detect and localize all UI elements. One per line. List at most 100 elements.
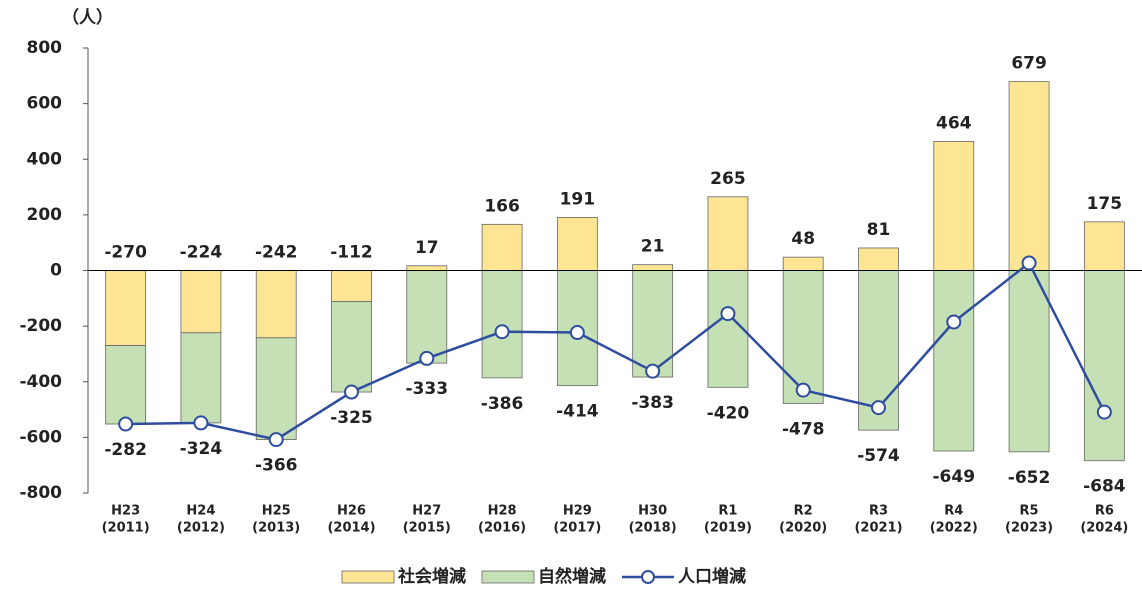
x-tick-label: (2021) [854,521,902,536]
y-unit: （人） [62,7,113,28]
y-tick-label: -200 [19,316,62,336]
x-tick-label: R1 [718,504,737,519]
data-label: -324 [180,439,223,459]
legend-label: 自然増減 [538,566,606,586]
bar [933,270,975,452]
data-label: 679 [1011,54,1047,74]
x-tick-label: (2024) [1080,521,1128,536]
x-tick-label: R2 [794,504,813,519]
data-label: -224 [180,243,223,263]
line-point [946,314,962,330]
bar [933,141,975,271]
line-point [1096,404,1112,420]
data-label: 81 [867,220,891,240]
data-label: -574 [857,446,900,466]
data-label: -325 [330,408,373,428]
x-tick-label: (2019) [704,521,752,536]
bar [331,301,372,393]
line-point [795,382,811,398]
legend-swatch [641,570,655,584]
line-point [720,306,736,322]
line-point [268,432,284,448]
bar [481,223,523,271]
data-label: 17 [415,238,439,258]
x-tick-label: (2017) [553,521,601,536]
x-tick-label: (2016) [478,521,526,536]
line-point [494,324,510,340]
bar [1083,270,1125,462]
x-tick-label: R3 [869,504,888,519]
data-label: -684 [1083,477,1126,497]
x-tick-label: H24 [186,504,215,519]
bar [556,216,598,271]
line-point [419,350,435,366]
bar [105,345,147,425]
y-tick-label: -600 [19,427,62,447]
x-tick-label: (2023) [1005,521,1053,536]
x-tick-label: (2015) [403,521,451,536]
bar [1008,81,1050,271]
line-point [569,325,585,341]
data-label: -652 [1008,468,1051,488]
line-point [193,415,209,431]
bar [180,332,222,424]
data-label: 166 [484,196,520,216]
data-label: -383 [631,393,674,413]
bar [1083,221,1125,271]
bar [858,247,899,271]
x-tick-label: H29 [563,504,592,519]
line-point [344,384,359,400]
legend-label: 人口増減 [678,566,746,586]
bar [105,270,147,346]
legend-label: 社会増減 [397,566,466,586]
y-tick-label: -800 [19,483,62,503]
x-tick-label: (2011) [102,521,150,536]
data-label: -333 [406,379,449,399]
y-tick-label: 200 [27,205,63,225]
data-label: -366 [255,456,298,476]
bar [331,270,372,303]
data-label: -282 [104,440,147,460]
data-label: 21 [641,237,665,257]
legend-swatch [341,570,395,584]
line [125,261,1106,441]
x-tick-label: (2012) [177,521,225,536]
x-tick-label: H30 [638,504,667,519]
x-tick-label: (2018) [629,521,677,536]
x-tick-label: R4 [944,504,963,519]
bar [406,265,448,271]
data-label: -414 [556,402,599,422]
data-label: 175 [1087,194,1123,214]
legend-swatch [481,570,535,584]
y-tick-label: 0 [50,261,62,281]
bar [632,264,674,271]
bar [782,270,824,404]
y-tick-label: -400 [19,372,62,392]
x-tick-label: (2020) [779,521,827,536]
data-label: 265 [710,169,746,189]
line-point [871,400,886,416]
bar [180,270,222,334]
x-tick-label: H23 [111,504,140,519]
y-tick-label: 600 [27,94,63,114]
data-label: 191 [560,189,596,209]
x-tick-label: (2022) [930,521,978,536]
data-label: 48 [791,229,815,249]
data-label: -270 [104,243,147,263]
x-tick-label: R6 [1095,504,1114,519]
x-tick-label: H25 [262,504,291,519]
bar [707,196,749,271]
bar [782,256,824,271]
x-tick-label: H27 [412,504,441,519]
data-label: -112 [330,243,373,263]
bar [632,270,674,378]
x-tick-label: R5 [1020,504,1039,519]
x-tick-label: H28 [488,504,517,519]
line-point [645,363,661,379]
x-tick-label: H26 [337,504,366,519]
data-label: -386 [481,394,524,414]
bar [481,270,523,379]
y-tick-label: 400 [27,149,63,169]
data-label: -242 [255,243,298,263]
